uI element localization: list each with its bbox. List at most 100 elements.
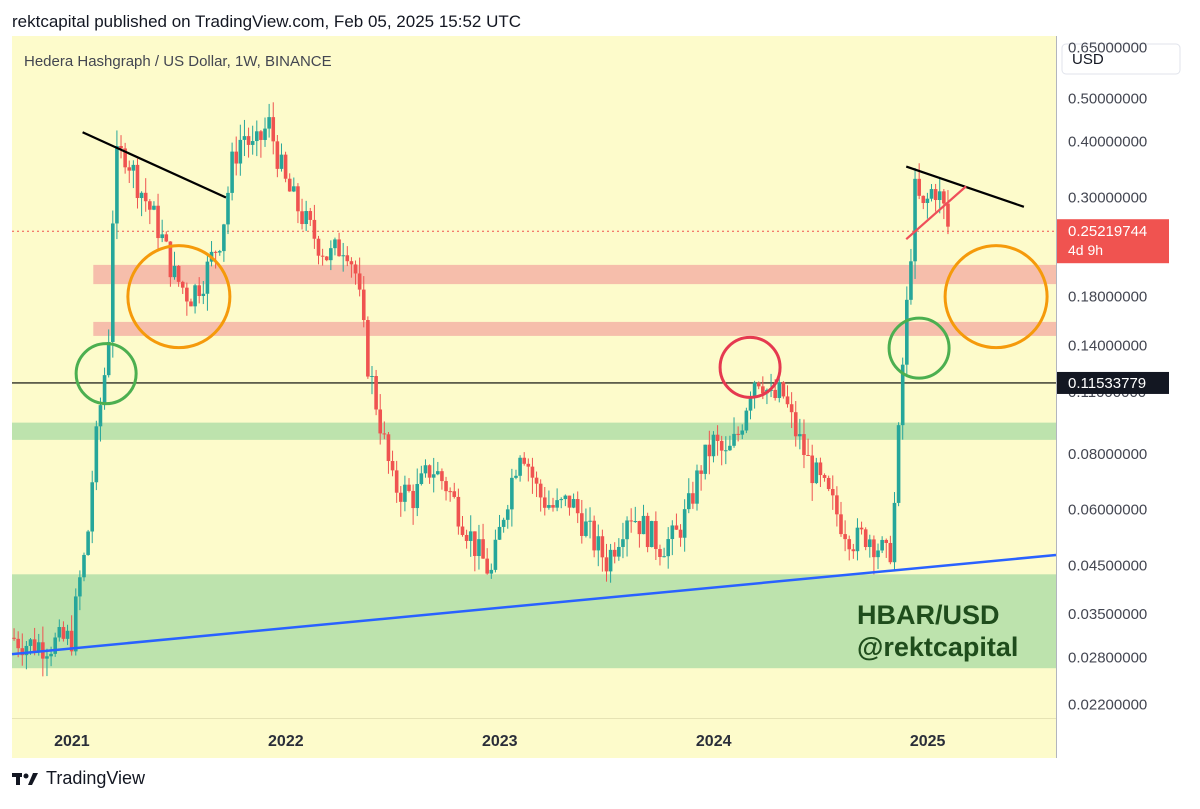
currency-box (1061, 43, 1181, 75)
time-tick-label: 2024 (696, 733, 732, 750)
candle-body (57, 627, 62, 638)
candle-body (933, 189, 938, 201)
candle-body (588, 520, 592, 522)
candle-body (542, 497, 547, 508)
candle-body (703, 444, 708, 474)
candle-body (592, 520, 596, 551)
time-axis-background (12, 718, 1056, 758)
candle-body (69, 630, 74, 652)
candle-body (867, 539, 872, 548)
green-zone-3 (12, 574, 1056, 669)
candle-body (637, 521, 642, 535)
candle-body (337, 239, 341, 257)
candle-body (213, 251, 218, 253)
candle-body (407, 484, 411, 491)
candle-body (740, 430, 745, 435)
trendline-black-1 (82, 131, 227, 199)
price-tick-label: 0.04500000 (1068, 558, 1147, 575)
candle-body (32, 639, 37, 653)
candle-body (781, 382, 786, 397)
candle-body (859, 527, 864, 530)
candle-body (851, 549, 856, 552)
candle-body (942, 191, 946, 204)
candle-body (835, 495, 839, 515)
candle-body (896, 425, 901, 503)
price-axis-background (1056, 36, 1194, 758)
candle-body (106, 341, 111, 376)
candle-body (156, 205, 160, 239)
candle-body (584, 521, 588, 536)
candle-body (925, 198, 930, 203)
candle-body (135, 164, 140, 199)
candle-body (847, 539, 852, 550)
candle-body (617, 546, 621, 557)
candle-body (900, 364, 905, 426)
candle-body (24, 645, 29, 656)
time-tick-label: 2025 (910, 733, 946, 750)
candle-body (522, 457, 527, 464)
candle-body (292, 186, 296, 192)
candle-body (654, 521, 658, 550)
time-tick-label: 2022 (268, 733, 304, 750)
price-tick-label: 0.50000000 (1068, 90, 1147, 107)
candle-body (394, 470, 399, 493)
candle-body (423, 465, 428, 474)
candle-body (172, 265, 177, 278)
candle-body (312, 219, 317, 239)
candle-body (78, 577, 82, 597)
candle-body (748, 396, 753, 411)
candle-body (316, 238, 321, 256)
candle-body (357, 273, 362, 290)
candle-body (378, 409, 383, 434)
price-tick-label: 0.18000000 (1068, 289, 1147, 306)
candle-body (761, 386, 765, 394)
candle-body (534, 477, 539, 484)
candle-body (398, 492, 403, 502)
candle-body (102, 375, 107, 406)
candle-body (123, 148, 127, 168)
candle-body (333, 239, 337, 249)
candle-body (711, 434, 716, 457)
candle-body (497, 526, 502, 540)
tradingview-logo-icon (12, 772, 38, 785)
candle-body (45, 656, 49, 659)
candle-body (366, 320, 370, 377)
candle-body (148, 201, 152, 210)
red-zone-1 (93, 321, 1056, 336)
candle-body (917, 178, 921, 196)
candle-body (201, 293, 206, 297)
candle-body (678, 529, 683, 538)
candle-body (699, 470, 703, 474)
candle-body (12, 637, 16, 639)
candle-body (473, 531, 477, 557)
candle-body (193, 285, 197, 307)
candle-body (353, 264, 358, 274)
candle-body (773, 389, 777, 399)
candle-body (197, 285, 201, 297)
price-tick-label: 0.03500000 (1068, 606, 1147, 623)
candle-body (427, 465, 432, 478)
candle-body (468, 531, 473, 541)
candle-body (452, 491, 457, 497)
tradingview-logo[interactable]: TradingView (12, 768, 145, 789)
candle-body (28, 639, 33, 646)
candle-body (604, 557, 609, 572)
candle-body (872, 539, 876, 558)
candle-body (263, 128, 267, 140)
candle-body (810, 455, 814, 484)
candle-body (662, 556, 666, 558)
candle-body (254, 131, 259, 142)
candle-body (715, 434, 720, 441)
candle-body (160, 234, 164, 239)
candle-body (732, 433, 736, 446)
candle-body (855, 527, 860, 552)
publish-header: rektcapital published on TradingView.com… (12, 12, 522, 31)
candle-body (777, 382, 782, 399)
candle-body (905, 299, 909, 365)
candle-body (115, 145, 119, 224)
candle-body (793, 412, 798, 437)
candle-body (308, 211, 313, 220)
candle-body (456, 496, 461, 527)
